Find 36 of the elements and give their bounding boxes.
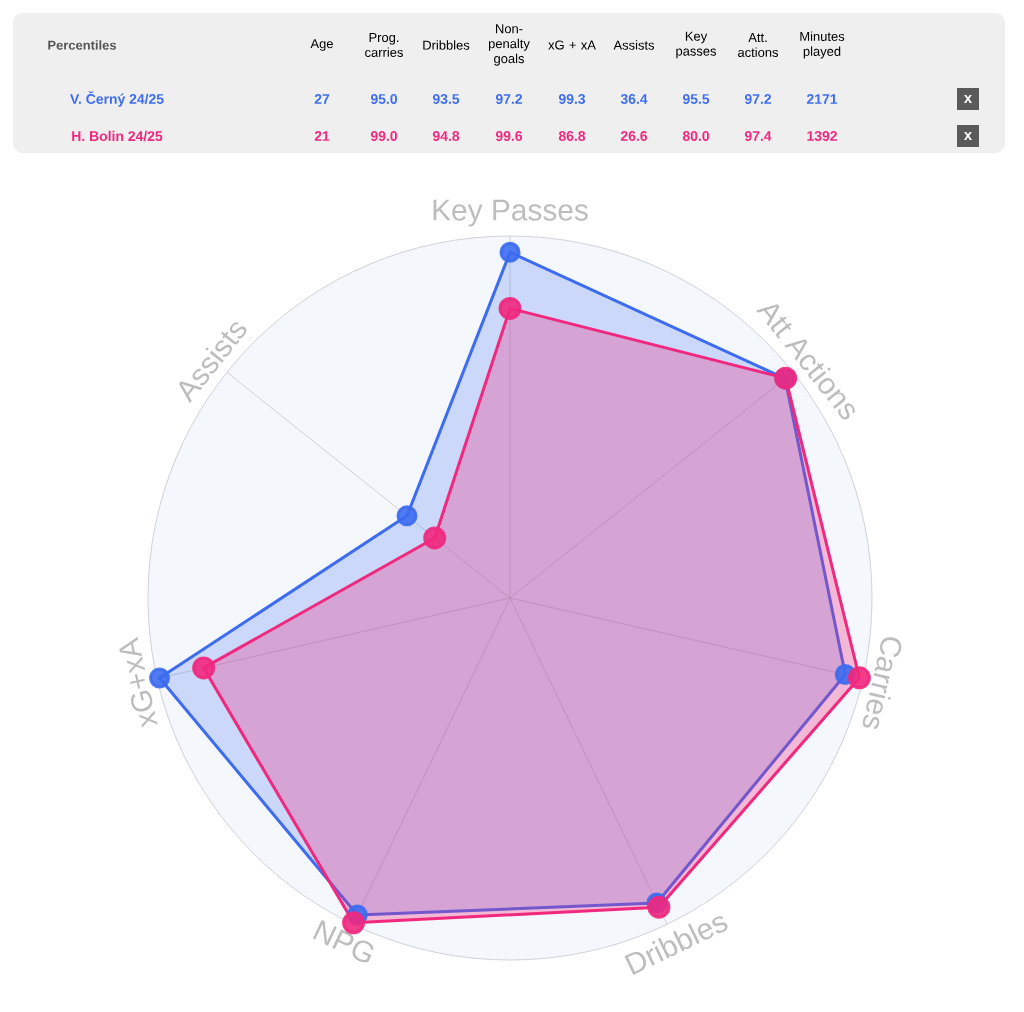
category-label: Non-penalty goals	[488, 24, 530, 66]
data-label: 97.2	[495, 94, 523, 104]
category-label: Assists	[613, 40, 655, 50]
text: Percentiles	[48, 40, 117, 50]
data-label: 26.6	[620, 131, 648, 141]
category-label: Key passes	[676, 31, 717, 59]
category-label: Age	[310, 39, 333, 51]
data-label: 2171	[806, 94, 838, 104]
data-label: 99.0	[370, 131, 397, 141]
data-label: 93.5	[432, 94, 460, 104]
data-label: 36.4	[620, 94, 648, 104]
category-label: Att. actions	[738, 33, 779, 57]
text: H. Bolin 24/25	[72, 130, 163, 142]
data-label: 1392	[807, 131, 837, 141]
data-label: 86.8	[558, 131, 586, 141]
text: x	[963, 132, 973, 140]
data-label: 95.0	[370, 94, 397, 104]
category-label: Prog. carries	[365, 33, 403, 57]
category-label: xG + xA	[548, 40, 596, 50]
spoke-label: NPG	[312, 919, 374, 963]
spoke-label: Carries	[862, 637, 902, 730]
data-label: 95.5	[682, 94, 710, 104]
data-label: 99.3	[558, 94, 586, 104]
data-label: 97.2	[744, 94, 772, 104]
data-label: 27	[314, 94, 330, 104]
category-label: Dribbles	[423, 40, 470, 50]
data-label: 21	[314, 131, 330, 141]
text: x	[963, 95, 973, 103]
data-label: 97.4	[744, 131, 772, 141]
series-label: V. Černý 24/25	[70, 91, 164, 107]
data-label: 80.0	[682, 131, 709, 141]
spoke-label: Key Passes	[433, 199, 588, 227]
data-label: 99.6	[495, 131, 523, 141]
category-label: Minutes played	[800, 31, 845, 59]
spoke-label: xG+xA	[119, 636, 158, 728]
data-label: 94.8	[432, 131, 460, 141]
